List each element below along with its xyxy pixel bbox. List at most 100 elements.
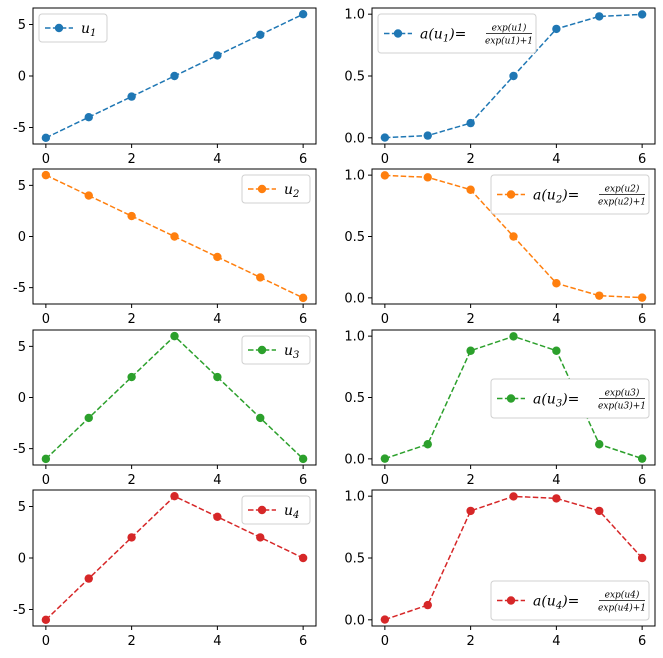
data-point: [127, 372, 136, 382]
data-point: [127, 92, 136, 101]
legend-fraction-numerator: exp(u3): [605, 388, 640, 399]
data-point: [170, 331, 179, 341]
subplot-u4: 5 0 -5 0 2 4 6 u4: [13, 489, 317, 649]
data-point: [298, 553, 308, 563]
data-point: [380, 171, 390, 180]
x-tick-label: 2: [466, 312, 474, 327]
data-point: [380, 133, 390, 142]
legend-fraction-numerator: exp(u2): [605, 184, 640, 195]
data-point: [637, 454, 647, 463]
y-tick-label: 0: [18, 230, 26, 245]
data-point: [170, 232, 179, 241]
y-tick-label: -5: [13, 121, 26, 136]
data-point: [595, 440, 604, 449]
y-tick-label: 0.5: [344, 70, 365, 85]
data-point: [637, 293, 647, 302]
legend-subscript: 4: [292, 510, 299, 521]
x-tick-label: 4: [552, 312, 560, 327]
x-tick-label: 2: [466, 473, 474, 488]
data-point: [380, 615, 390, 624]
x-tick-label: 6: [299, 473, 307, 488]
legend: a(u2)= exp(u2) exp(u2)+1: [490, 174, 650, 215]
data-point: [380, 454, 390, 463]
y-tick-label: 1.0: [344, 490, 365, 505]
x-tick-label: 6: [299, 634, 307, 649]
legend-subscript: 3: [556, 399, 562, 410]
x-tick-label: 4: [552, 634, 560, 649]
data-point: [127, 211, 136, 221]
y-tick-label: 1.0: [344, 330, 365, 345]
data-point: [423, 131, 432, 140]
legend-label: a(u4)=: [533, 594, 579, 612]
y-tick-label: 1.0: [344, 8, 365, 23]
data-point: [509, 492, 518, 501]
x-tick-label: 4: [552, 473, 560, 488]
subplot-au4: 1.0 0.5 0.0 0 2 4 6 a(u4)= exp(u4) exp(u4)+1: [344, 489, 656, 649]
data-point: [213, 512, 222, 521]
x-tick-label: 4: [213, 152, 221, 167]
data-point: [256, 533, 265, 542]
legend-label: a(u3)=: [533, 392, 579, 410]
y-tick-label: 0: [18, 391, 26, 406]
y-tick-label: 0.0: [344, 452, 365, 467]
data-point: [552, 494, 561, 503]
data-point: [170, 71, 179, 81]
y-tick-label: 5: [18, 500, 26, 515]
legend-marker: [257, 184, 267, 194]
legend-subscript: 2: [555, 195, 562, 206]
legend: u3: [241, 335, 311, 365]
x-tick-label: 2: [466, 634, 474, 649]
legend-marker: [506, 190, 516, 199]
x-tick-label: 2: [127, 152, 135, 167]
legend-fraction-denominator: exp(u2)+1: [598, 197, 646, 208]
x-tick-label: 0: [42, 634, 50, 649]
legend-marker: [506, 394, 516, 403]
data-point: [466, 506, 475, 516]
data-point: [466, 185, 475, 194]
x-tick-label: 2: [127, 473, 135, 488]
y-tick-label: 0: [18, 70, 26, 85]
x-tick-label: 6: [299, 312, 307, 327]
y-tick-label: 0.0: [344, 131, 365, 146]
y-tick-label: 5: [18, 340, 26, 355]
data-point: [552, 24, 561, 34]
data-point: [256, 413, 265, 423]
data-point: [637, 10, 647, 19]
data-point: [256, 30, 265, 39]
data-point: [84, 413, 93, 423]
legend-subscript: 1: [90, 28, 96, 39]
data-point: [423, 173, 432, 182]
legend: a(u1)= exp(u1) exp(u1)+1: [377, 13, 537, 54]
legend-subscript: 3: [293, 350, 299, 361]
data-point: [84, 191, 93, 200]
x-tick-label: 0: [381, 312, 389, 327]
legend-fraction-numerator: exp(u4): [605, 590, 640, 601]
legend-fraction-denominator: exp(u4)+1: [598, 603, 646, 614]
data-point: [41, 615, 51, 625]
x-tick-label: 6: [638, 152, 646, 167]
y-tick-label: 1.0: [344, 169, 365, 184]
data-point: [552, 279, 561, 288]
x-tick-label: 0: [381, 152, 389, 167]
data-point: [127, 533, 136, 542]
legend: a(u4)= exp(u4) exp(u4)+1: [490, 580, 650, 621]
legend-marker: [54, 23, 64, 33]
data-point: [637, 553, 647, 563]
data-point: [298, 293, 308, 303]
data-point: [41, 454, 51, 464]
data-point: [41, 170, 51, 180]
data-point: [509, 232, 518, 241]
legend-marker: [257, 345, 267, 355]
y-tick-label: 0.0: [344, 291, 365, 306]
x-tick-label: 6: [638, 312, 646, 327]
y-tick-label: 0.5: [344, 552, 365, 567]
legend-fraction-denominator: exp(u3)+1: [598, 401, 646, 412]
data-point: [84, 574, 93, 583]
legend: u4: [241, 495, 311, 525]
y-tick-label: -5: [13, 281, 26, 296]
legend-fraction-numerator: exp(u1): [492, 23, 527, 34]
legend-subscript: 1: [443, 34, 449, 45]
x-tick-label: 0: [42, 152, 50, 167]
x-tick-label: 0: [381, 634, 389, 649]
